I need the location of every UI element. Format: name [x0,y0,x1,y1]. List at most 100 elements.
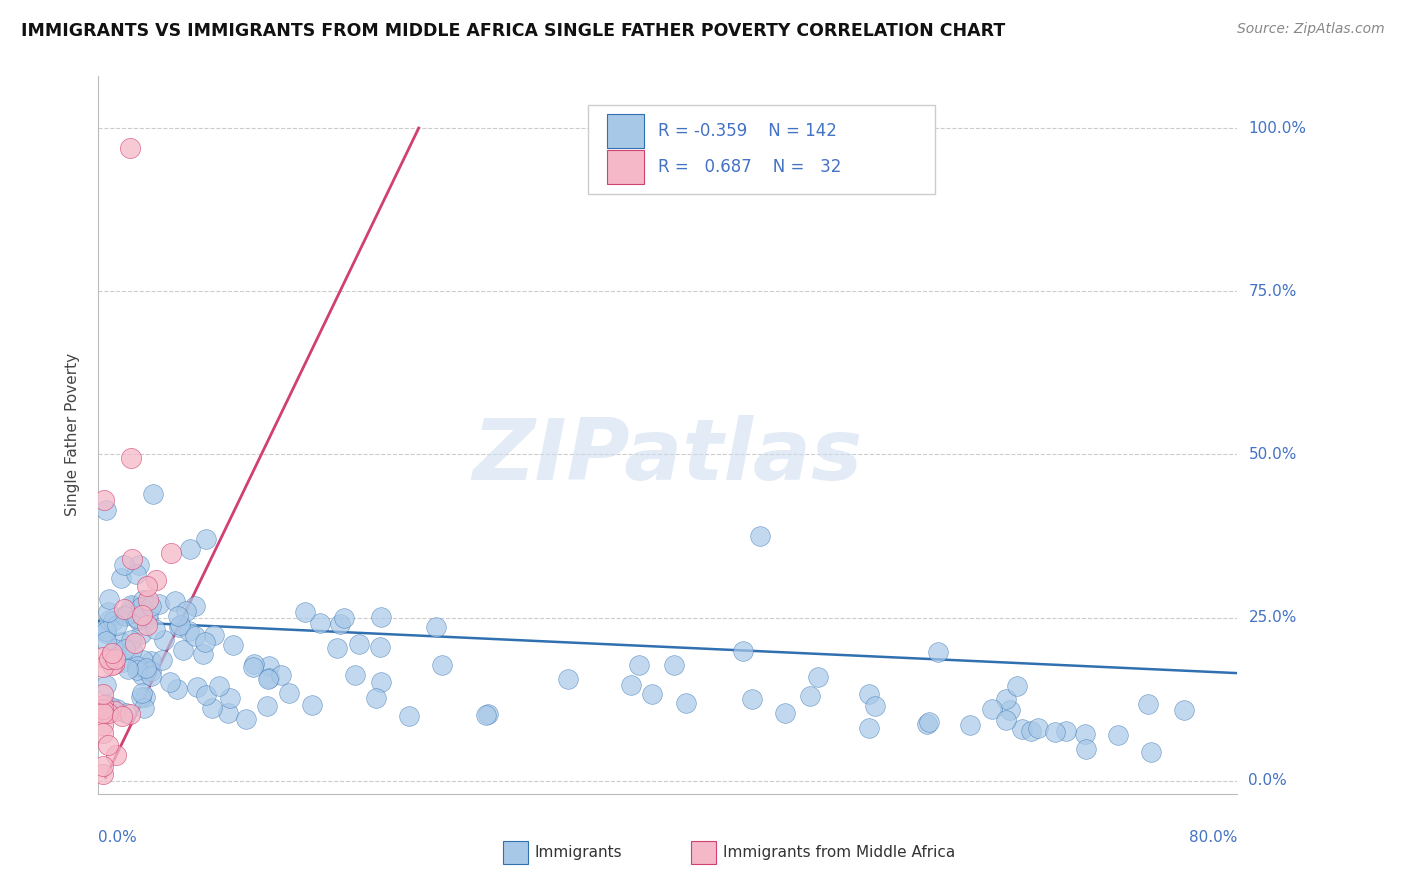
Point [118,140,141,154]
Text: 80.0%: 80.0% [1189,830,1237,845]
Point [91,706,114,721]
Point [370,610,392,624]
Point [1107,728,1129,742]
Point [131,690,153,704]
Point [91,725,114,739]
Point [125,663,148,677]
Point [1074,727,1097,741]
Point [370,675,392,690]
Point [1054,723,1077,738]
Point [125,566,148,581]
Text: Source: ZipAtlas.com: Source: ZipAtlas.com [1237,22,1385,37]
Point [430,658,453,673]
Point [94,621,117,635]
Point [329,617,352,632]
Point [94,634,117,648]
Point [143,622,166,636]
Point [183,599,205,613]
Point [117,662,139,676]
Point [121,552,143,566]
Point [125,611,148,625]
Point [101,657,124,672]
Point [995,713,1018,727]
Point [136,612,159,626]
Point [270,668,292,682]
FancyBboxPatch shape [503,841,527,864]
Point [398,709,420,723]
Point [301,698,323,712]
Point [152,633,174,648]
Point [94,626,117,640]
Point [104,747,127,762]
Point [114,641,136,656]
Point [134,690,156,704]
Point [167,609,190,624]
Point [128,558,150,573]
Point [139,664,162,678]
Point [179,542,201,557]
Point [959,718,981,732]
Point [1173,703,1195,717]
Point [863,699,886,714]
Point [980,702,1002,716]
Point [91,698,114,713]
Point [131,686,153,700]
Point [201,701,224,715]
Point [259,659,281,673]
Point [112,602,135,616]
Point [184,629,207,643]
Point [918,714,941,729]
Text: ZIPatlas: ZIPatlas [472,415,863,498]
Point [1043,724,1066,739]
Point [141,654,163,668]
Point [208,679,231,693]
Point [193,634,215,648]
Point [620,678,643,692]
Point [347,637,370,651]
Point [675,696,697,710]
Point [858,722,880,736]
Point [194,688,217,702]
Point [110,635,132,649]
Point [131,667,153,681]
Point [807,670,830,684]
Point [131,593,153,607]
Text: 100.0%: 100.0% [1249,120,1306,136]
Point [278,686,301,700]
Point [1019,723,1042,738]
Point [136,607,159,621]
Point [118,606,141,620]
Point [177,624,200,638]
Point [326,641,349,656]
Point [127,613,149,627]
Point [114,608,136,623]
Point [131,607,153,622]
Point [121,599,143,613]
Point [1011,722,1033,736]
Point [166,682,188,697]
Point [91,687,114,701]
Point [105,702,128,716]
Point [425,620,447,634]
Point [91,767,114,781]
Point [172,642,194,657]
Point [662,658,685,673]
Point [1074,742,1097,756]
Point [368,640,391,655]
Point [100,646,122,660]
Point [257,672,280,686]
Point [141,669,163,683]
Point [121,450,143,465]
Text: 0.0%: 0.0% [1249,773,1286,789]
Point [132,653,155,667]
Text: R =   0.687    N =   32: R = 0.687 N = 32 [658,158,841,176]
Point [557,672,579,686]
Point [235,712,257,726]
Point [242,660,264,674]
Point [995,692,1018,706]
Point [142,486,165,500]
FancyBboxPatch shape [607,114,644,148]
Point [186,680,208,694]
Point [127,658,149,673]
Point [159,675,181,690]
